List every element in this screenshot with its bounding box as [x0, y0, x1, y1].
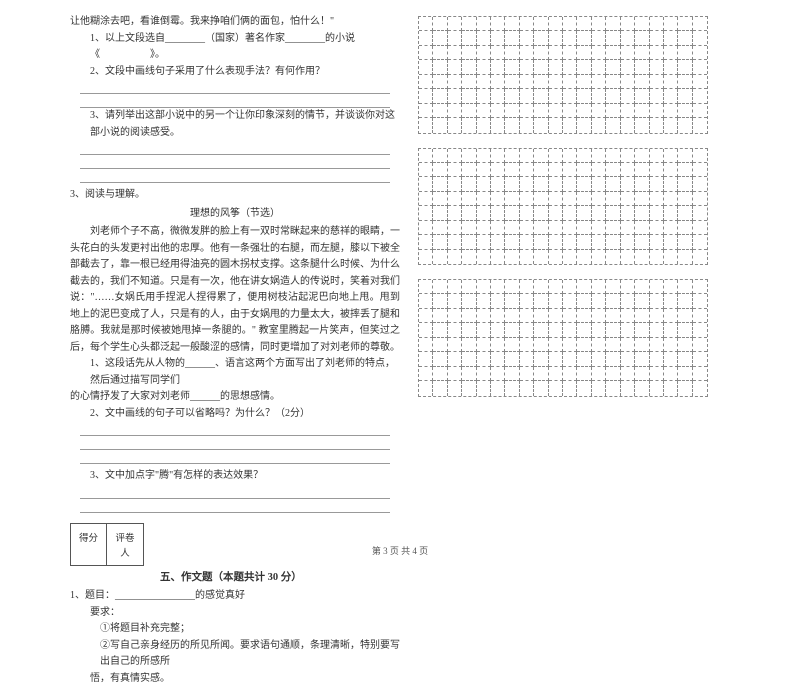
question-2-1: 1、以上文段选自________（国家）著名作家________的小说《 》。 — [70, 31, 400, 64]
composition-req3: 悟，有真情实感。 — [70, 671, 400, 687]
answer-line — [80, 169, 390, 183]
composition-req2: ②写自己亲身经历的所见所闻。要求语句通顺，条理清晰，特别要写出自己的所感所 — [70, 638, 400, 671]
composition-req1: ①将题目补充完整； — [70, 621, 400, 638]
composition-req: 要求： — [70, 605, 400, 622]
composition-title: 1、题目：________________的感觉真好 — [70, 588, 400, 605]
answer-line — [80, 155, 390, 169]
answer-line — [80, 141, 390, 155]
answer-line — [80, 80, 390, 94]
intro-text: 让他糊涂去吧，看谁倒霉。我来挣咱们俩的面包，怕什么！" — [70, 14, 400, 31]
answer-line — [80, 450, 390, 464]
question-2-3: 3、请列举出这部小说中的另一个让你印象深刻的情节，并谈谈你对这部小说的阅读感受。 — [70, 108, 400, 141]
writing-grid — [418, 148, 708, 266]
question-3-1a: 1、这段话先从人物的______、语言这两个方面写出了刘老师的特点，然后通过描写… — [70, 356, 400, 389]
answer-line — [80, 499, 390, 513]
question-3-head: 3、阅读与理解。 — [70, 187, 400, 204]
question-3-2: 2、文中画线的句子可以省略吗？为什么？（2分） — [70, 406, 400, 423]
writing-grid — [418, 16, 708, 134]
page-footer: 第 3 页 共 4 页 — [0, 544, 800, 557]
left-column: 让他糊涂去吧，看谁倒霉。我来挣咱们俩的面包，怕什么！" 1、以上文段选自____… — [70, 14, 400, 687]
writing-grid — [418, 279, 708, 397]
answer-line — [80, 485, 390, 499]
question-3-1b: 的心情抒发了大家对刘老师______的思想感情。 — [70, 389, 400, 406]
section-5-title: 五、作文题（本题共计 30 分） — [70, 569, 400, 586]
answer-line — [80, 436, 390, 450]
passage-body: 刘老师个子不高，微微发胖的脸上有一双时常眯起来的慈祥的眼睛，一头花白的头发更衬出… — [70, 224, 400, 356]
question-2-2: 2、文段中画线句子采用了什么表现手法？有何作用？ — [70, 64, 400, 81]
right-column — [418, 14, 708, 687]
answer-line — [80, 94, 390, 108]
passage-title: 理想的风筝（节选） — [70, 204, 400, 225]
question-3-3: 3、文中加点字"腾"有怎样的表达效果？ — [70, 468, 400, 485]
answer-line — [80, 422, 390, 436]
